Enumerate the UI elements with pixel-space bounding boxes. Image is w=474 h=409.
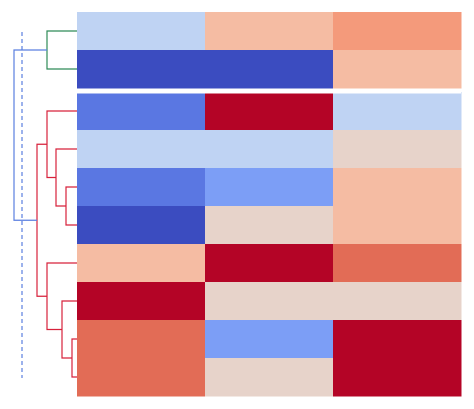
dendrogram-link: [65, 186, 77, 226]
heatmap-cell: [205, 358, 334, 397]
dendrogram-link: [71, 338, 77, 378]
heatmap-cells: [77, 12, 462, 397]
heatmap-cell: [205, 206, 334, 245]
heatmap-cell: [77, 130, 206, 169]
heatmap-cell: [205, 168, 334, 207]
heatmap-cell: [205, 282, 334, 321]
dendrogram-link: [13, 49, 47, 221]
heatmap-cell: [77, 50, 206, 89]
heatmap-cell: [77, 244, 206, 283]
dendrogram-link: [46, 30, 77, 70]
heatmap-cell: [333, 168, 462, 207]
heatmap-cell: [333, 206, 462, 245]
heatmap-cell: [333, 92, 462, 131]
heatmap-cell: [77, 92, 206, 131]
heatmap-cell: [333, 130, 462, 169]
heatmap-cell: [333, 244, 462, 283]
heatmap-cell: [77, 282, 206, 321]
heatmap-cell: [333, 12, 462, 51]
dendrogram-link: [46, 110, 77, 179]
heatmap-cell: [77, 358, 206, 397]
row-dendrogram: [13, 30, 77, 378]
dendrogram-link: [61, 300, 77, 359]
heatmap-cell: [333, 50, 462, 89]
heatmap-cell: [333, 358, 462, 397]
heatmap-cell: [205, 130, 334, 169]
heatmap-cell: [205, 12, 334, 51]
heatmap-cell: [333, 320, 462, 359]
heatmap-cell: [77, 168, 206, 207]
heatmap-cell: [205, 92, 334, 131]
heatmap-cell: [205, 50, 334, 89]
heatmap-cell: [77, 12, 206, 51]
heatmap-cell: [333, 282, 462, 321]
heatmap-cell: [205, 244, 334, 283]
heatmap-cell: [77, 320, 206, 359]
dendrogram-link: [36, 143, 47, 297]
heatmap-cell: [205, 320, 334, 359]
heatmap-cell: [77, 206, 206, 245]
